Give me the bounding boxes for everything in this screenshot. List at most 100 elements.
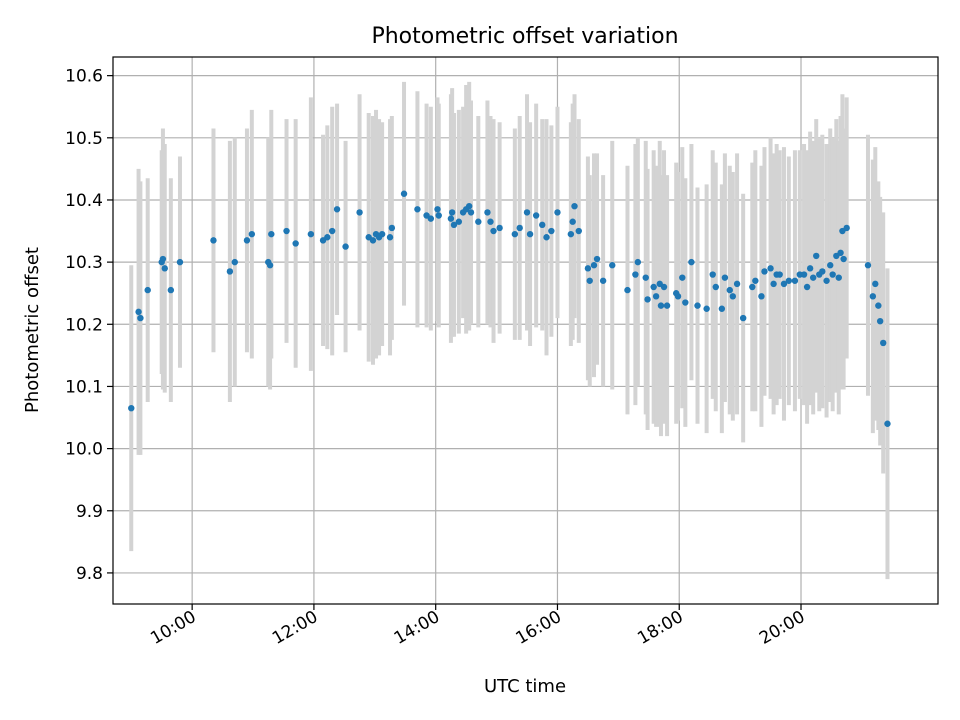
data-point <box>333 206 341 213</box>
data-point <box>283 227 290 235</box>
data-point <box>718 305 726 312</box>
data-point <box>356 209 363 216</box>
data-point <box>599 277 607 284</box>
y-tick-label: 10.1 <box>65 377 103 397</box>
data-point <box>835 274 842 281</box>
data-point <box>688 258 695 266</box>
x-axis-label: UTC time <box>484 676 566 697</box>
data-point <box>709 271 716 278</box>
y-tick-label: 10.3 <box>65 253 103 273</box>
data-point <box>467 209 475 216</box>
data-point <box>876 317 884 325</box>
data-point <box>388 224 396 232</box>
data-point <box>660 283 668 291</box>
data-point <box>813 252 820 260</box>
data-point <box>434 206 441 213</box>
data-point <box>829 271 836 278</box>
data-point <box>569 218 576 225</box>
data-point <box>590 262 598 269</box>
data-point <box>657 302 665 309</box>
data-point <box>803 283 811 291</box>
data-point <box>624 286 631 294</box>
data-point <box>386 234 394 241</box>
data-point <box>378 230 386 238</box>
data-point <box>266 262 274 269</box>
plot-frame <box>112 56 939 605</box>
data-point <box>268 230 275 238</box>
data-point <box>435 212 442 219</box>
data-point <box>248 230 256 238</box>
data-point <box>584 265 592 272</box>
x-tick-label: 20:00 <box>756 607 808 649</box>
data-point <box>539 221 546 229</box>
data-point <box>210 237 217 244</box>
data-point <box>642 274 649 281</box>
data-point <box>465 202 473 210</box>
data-point <box>872 280 879 288</box>
x-tick-label: 16:00 <box>513 607 565 649</box>
data-point <box>864 262 872 269</box>
data-point <box>450 221 458 229</box>
data-point <box>526 230 534 238</box>
data-point <box>400 190 408 197</box>
x-tick-label: 12:00 <box>269 607 321 649</box>
data-point <box>780 280 788 288</box>
x-tick-label: 18:00 <box>634 607 686 649</box>
data-point <box>749 283 756 291</box>
data-point <box>532 212 540 219</box>
error-bars <box>129 81 890 580</box>
data-point <box>128 404 135 412</box>
x-tick-label: 10:00 <box>147 607 199 649</box>
data-point <box>475 218 482 225</box>
data-point <box>650 283 657 291</box>
data-point <box>806 265 814 272</box>
data-point <box>761 268 768 275</box>
data-point <box>448 209 456 216</box>
data-point <box>726 286 733 294</box>
data-point <box>663 302 671 309</box>
data-point <box>682 299 689 306</box>
data-point <box>144 286 151 294</box>
data-point <box>575 227 582 235</box>
data-point <box>679 274 686 281</box>
data-point <box>827 262 834 269</box>
x-tick-label: 14:00 <box>391 607 443 649</box>
data-point <box>776 271 783 278</box>
data-point <box>869 293 877 300</box>
data-point <box>634 258 642 266</box>
data-point <box>516 224 523 232</box>
data-point <box>167 286 175 294</box>
data-point <box>694 302 701 309</box>
data-point <box>369 237 377 244</box>
y-axis-label: Photometric offset <box>22 247 43 413</box>
data-point <box>496 224 503 232</box>
data-point <box>752 277 759 284</box>
data-point <box>785 277 793 284</box>
data-point <box>484 209 491 216</box>
y-tick-label: 10.5 <box>65 129 103 149</box>
y-tick-label: 10.0 <box>65 440 103 460</box>
y-tick-label: 9.8 <box>76 564 103 584</box>
data-point <box>137 314 144 322</box>
y-tick-label: 10.2 <box>65 315 103 335</box>
data-point <box>840 255 847 263</box>
data-point <box>543 234 550 241</box>
data-point <box>880 339 887 347</box>
data-point <box>523 209 531 216</box>
data-point <box>328 227 336 235</box>
data-point <box>652 293 660 300</box>
data-point <box>324 234 331 241</box>
data-point <box>342 243 349 250</box>
y-tick-label: 9.9 <box>76 502 103 522</box>
data-point <box>609 262 616 269</box>
data-point <box>567 230 575 238</box>
data-point <box>843 224 850 232</box>
data-point <box>447 215 455 222</box>
data-point <box>823 277 830 284</box>
data-point <box>875 302 882 309</box>
data-point <box>593 255 601 263</box>
data-point <box>455 218 463 225</box>
data-point <box>161 265 168 272</box>
data-point <box>307 230 315 238</box>
data-point <box>791 277 799 284</box>
